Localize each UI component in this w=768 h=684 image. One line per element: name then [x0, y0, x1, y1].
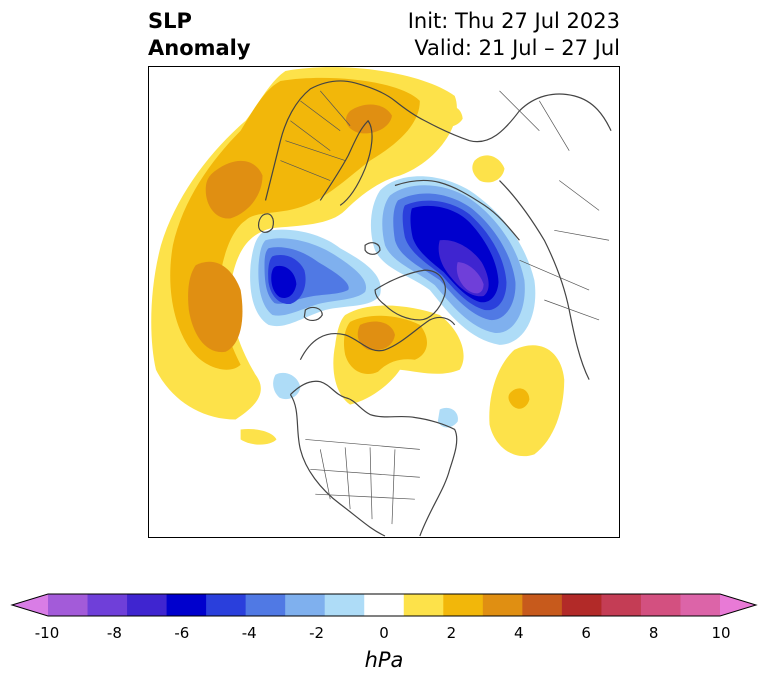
colorbar-tick-label: -6 — [174, 624, 190, 642]
colorbar-cell — [166, 594, 207, 616]
init-date: Init: Thu 27 Jul 2023 — [407, 9, 620, 33]
border-europe-2 — [280, 140, 346, 181]
colorbar-cell — [443, 594, 484, 616]
title-line-1: SLP — [148, 9, 192, 33]
colorbar-cell — [601, 594, 642, 616]
negative-anomaly-alaska-small — [437, 407, 458, 428]
colorbar-cell — [285, 594, 326, 616]
date-info: Init: Thu 27 Jul 2023 Valid: 21 Jul – 27… — [408, 8, 620, 62]
colorbar-tick-label: 4 — [514, 624, 524, 642]
positive-anomalies — [151, 67, 565, 457]
map-title: SLP Anomaly — [148, 8, 251, 62]
positive-anomaly-atlantic-core — [188, 261, 243, 353]
border-us-canada — [305, 439, 420, 450]
coast-europe — [264, 80, 470, 201]
slp-anomaly-map — [151, 67, 612, 537]
coast-svalbard — [364, 242, 381, 255]
colorbar-cell — [482, 594, 523, 616]
coast-iceland — [303, 306, 323, 322]
border-us-states-2 — [310, 468, 420, 500]
positive-anomaly-pacific-core — [508, 388, 530, 409]
negative-anomalies — [250, 176, 536, 428]
colorbar-cell — [127, 594, 168, 616]
coast-greenland — [374, 269, 446, 321]
colorbar-cell — [245, 594, 286, 616]
positive-anomaly-kara-small — [434, 105, 463, 127]
colorbar-cell — [561, 594, 602, 616]
negative-anomaly-hudson — [273, 372, 301, 400]
positive-anomaly-uk-core — [205, 160, 263, 219]
colorbar-tick-label: -4 — [241, 624, 257, 642]
colorbar-cell — [364, 594, 405, 616]
colorbar-cell — [324, 594, 365, 616]
colorbar — [10, 593, 758, 617]
border-us-states-1 — [319, 447, 396, 525]
valid-range: Valid: 21 Jul – 27 Jul — [414, 36, 620, 60]
coast-canada-arctic — [299, 316, 456, 361]
border-europe-1 — [290, 90, 351, 151]
colorbar-units: hPa — [364, 648, 404, 672]
colorbar-tick-label: 6 — [581, 624, 591, 642]
colorbar-outline — [10, 593, 758, 617]
colorbar-cell — [640, 594, 681, 616]
positive-anomaly-europe-2 — [170, 77, 420, 370]
colorbar-tick-label: -8 — [106, 624, 122, 642]
colorbar-cell — [680, 594, 721, 616]
colorbar-cell — [87, 594, 128, 616]
coast-uk — [257, 213, 274, 233]
border-asia-2 — [519, 259, 600, 321]
map-panel — [148, 66, 620, 538]
borders — [280, 90, 610, 525]
colorbar-tick-label: 10 — [711, 624, 731, 642]
colorbar-cell — [48, 594, 89, 616]
negative-anomaly-siberia-6 — [456, 262, 484, 294]
colorbar-cell — [522, 594, 563, 616]
colorbar-tick-label: 2 — [446, 624, 457, 642]
colorbar-cell — [206, 594, 247, 616]
colorbar-extend-min — [12, 594, 48, 616]
border-asia-1 — [499, 90, 610, 241]
title-line-2: Anomaly — [148, 36, 251, 60]
positive-anomaly-canada-core — [357, 321, 395, 351]
negative-anomaly-greenland-core — [271, 265, 297, 298]
positive-anomaly-siberia-small — [472, 155, 505, 183]
coast-north-america — [289, 380, 458, 537]
coast-asia-east — [469, 93, 612, 380]
positive-anomaly-scandinavia-core — [345, 104, 392, 134]
colorbar-cells — [12, 594, 756, 616]
colorbar-tick-label: -10 — [34, 624, 60, 642]
coast-scandinavia — [319, 119, 373, 206]
colorbar-tick-label: 8 — [648, 624, 659, 642]
colorbar-extend-max — [720, 594, 756, 616]
colorbar-tick-label: -2 — [309, 624, 325, 642]
coast-siberia-north — [394, 179, 520, 241]
positive-anomaly-nw-europe-sliver — [240, 428, 277, 445]
coastlines — [257, 80, 612, 537]
colorbar-tick-label: 0 — [379, 624, 389, 642]
colorbar-cell — [403, 594, 444, 616]
